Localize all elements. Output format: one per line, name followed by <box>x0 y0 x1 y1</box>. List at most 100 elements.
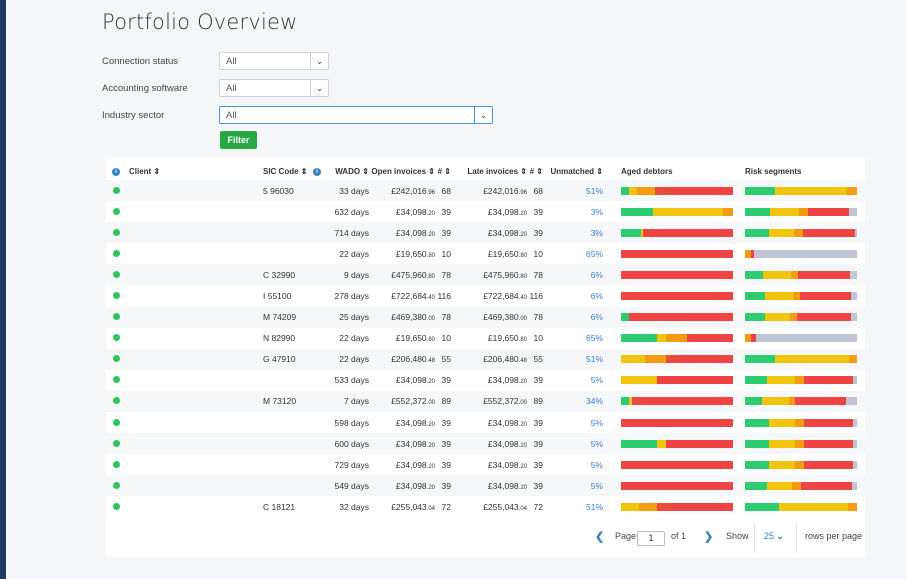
connection-status-dot <box>113 186 120 194</box>
aged-debtors-bar <box>621 207 733 216</box>
info-icon[interactable]: i <box>112 167 120 176</box>
aged-debtors-bar-segment <box>621 439 657 448</box>
aged-debtors-cell <box>611 306 735 328</box>
table-row[interactable]: 22 days £19,650.80 10 £19,650.80 10 65% <box>106 243 865 264</box>
aged-debtors-bar <box>621 355 733 364</box>
table-row[interactable]: 5 96030 33 days £242,016.96 68 £242,016.96 68… <box>106 180 865 202</box>
table-row[interactable]: I 55100 278 days £722,684.40 116 £722,684.40… <box>106 285 865 306</box>
amount-pence: .40 <box>426 295 435 302</box>
table-row[interactable]: 729 days £34,098.20 39 £34,098.20 39 5% <box>106 454 865 475</box>
open-invoices-header[interactable]: Open invoices ⇕ <box>371 167 435 176</box>
chevron-left-icon[interactable]: ❮ <box>595 531 605 543</box>
open-count-cell: 10 <box>441 333 451 344</box>
page-input[interactable]: 1 <box>637 531 665 546</box>
risk-segments-cell <box>735 180 865 202</box>
amount-pence: .80 <box>518 252 527 259</box>
table-row[interactable]: 600 days £34,098.20 39 £34,098.20 39 5% <box>106 433 865 455</box>
table-row[interactable]: C 32990 9 days £475,960.80 78 £475,960.80 78 6… <box>106 264 865 286</box>
aged-debtors-bar <box>621 439 733 448</box>
aged-debtors-bar-segment <box>643 397 733 406</box>
late-count-header[interactable]: # ⇕ <box>529 167 543 176</box>
risk-segments-bar <box>745 460 857 469</box>
late-count-cell: 89 <box>527 390 543 413</box>
amount-pence: .20 <box>426 484 435 491</box>
accounting-software-select[interactable]: All ⌄ <box>219 79 329 97</box>
wado-cell: 632 days <box>334 206 370 217</box>
table-row[interactable]: 632 days £34,098.20 39 £34,098.20 39 3% <box>106 201 865 222</box>
risk-segments-bar-segment <box>768 228 795 237</box>
aged-debtors-bar-segment <box>636 186 655 195</box>
rows-per-page-select[interactable]: 25 ⌄ <box>764 531 784 542</box>
amount-pence: .20 <box>426 210 435 217</box>
info-icon[interactable]: i <box>313 167 321 176</box>
table-row[interactable]: 549 days £34,098.20 39 £34,098.20 39 5% <box>106 475 865 497</box>
risk-segments-bar-segment <box>796 313 852 322</box>
risk-segments-cell <box>735 370 865 391</box>
client-header[interactable]: Client ⇕ <box>129 167 161 176</box>
late-invoices-cell: £34,098.20 <box>451 454 527 475</box>
aged-debtors-bar-segment <box>656 439 666 448</box>
industry-sector-label: Industry sector <box>102 110 165 121</box>
risk-segments-bar-segment <box>767 481 793 490</box>
wado-header[interactable]: WADO ⇕ <box>335 167 369 176</box>
open-invoices-cell: £552,372.00 <box>369 390 435 413</box>
risk-segments-bar-segment <box>795 460 805 469</box>
open-count-header[interactable]: # ⇕ <box>437 167 451 176</box>
risk-segments-bar <box>745 207 857 216</box>
table-row[interactable]: M 74209 25 days £469,380.00 78 £469,380.00 78… <box>106 306 865 328</box>
risk-segments-cell <box>735 390 865 413</box>
chevron-down-icon: ⌄ <box>310 80 328 96</box>
industry-sector-select[interactable]: All ⌄ <box>219 106 493 124</box>
amount: £552,372 <box>391 396 427 407</box>
sic-cell <box>263 222 313 244</box>
client-cell <box>129 180 263 202</box>
sic-header[interactable]: SIC Code ⇕ <box>263 167 308 176</box>
aged-debtors-bar-segment <box>628 397 633 406</box>
connection-status-dot <box>113 502 120 510</box>
amount-pence: .20 <box>518 379 527 386</box>
late-invoices-cell: £34,098.20 <box>451 201 527 222</box>
table-row[interactable]: 533 days £34,098.20 39 £34,098.20 39 5% <box>106 370 865 391</box>
risk-segments-bar-segment <box>769 207 799 216</box>
risk-segments-bar <box>745 292 857 301</box>
table-row[interactable]: 714 days £34,098.20 39 £34,098.20 39 3% <box>106 222 865 244</box>
risk-segments-bar-segment <box>848 502 857 511</box>
risk-segments-bar-segment <box>851 313 857 322</box>
amount: £34,098 <box>487 459 519 470</box>
amount: £34,098 <box>395 227 427 238</box>
page-title: Portfolio Overview <box>102 10 298 34</box>
filter-button[interactable]: Filter <box>220 131 257 149</box>
late-invoices-header[interactable]: Late invoices ⇕ <box>467 167 527 176</box>
connection-status-label: Connection status <box>102 56 179 67</box>
client-cell <box>129 433 263 455</box>
open-invoices-cell: £34,098.20 <box>369 201 435 222</box>
connection-status-dot <box>113 460 120 468</box>
open-invoices-cell: £475,960.80 <box>369 264 435 286</box>
open-count-cell: 39 <box>441 459 451 470</box>
table-row[interactable]: G 47910 22 days £206,480.48 55 £206,480.48 55… <box>106 348 865 370</box>
amount: £34,098 <box>395 480 427 491</box>
connection-status-select[interactable]: All ⌄ <box>219 52 329 70</box>
chevron-right-icon[interactable]: ❯ <box>704 531 714 543</box>
amount-pence: .20 <box>426 442 435 449</box>
table-row[interactable]: C 18121 32 days £255,043.04 72 £255,043.04 72… <box>106 496 865 517</box>
late-count-cell: 39 <box>527 433 543 455</box>
open-invoices-cell: £19,650.80 <box>369 243 435 264</box>
open-invoices-cell: £19,650.80 <box>369 328 435 349</box>
page-count-label: of 1 <box>671 531 687 541</box>
unmatched-cell: 5% <box>543 433 603 455</box>
risk-segments-cell <box>735 412 865 433</box>
unmatched-cell: 6% <box>590 291 603 302</box>
amount-pence: .04 <box>518 505 527 512</box>
aged-debtors-cell <box>611 412 735 433</box>
amount-pence: .80 <box>426 252 435 259</box>
unmatched-header[interactable]: Unmatched ⇕ <box>550 167 604 176</box>
client-cell <box>129 285 263 306</box>
table-row[interactable]: 598 days £34,098.20 39 £34,098.20 39 5% <box>106 412 865 433</box>
table-row[interactable]: M 73120 7 days £552,372.00 89 £552,372.00 89 3… <box>106 390 865 413</box>
amount: £34,098 <box>487 438 519 449</box>
aged-debtors-bar-segment <box>672 502 733 511</box>
table-row[interactable]: N 82990 22 days £19,650.80 10 £19,650.80 10 65… <box>106 328 865 349</box>
aged-debtors-bar-segment <box>670 186 733 195</box>
accounting-software-value: All <box>226 83 237 94</box>
